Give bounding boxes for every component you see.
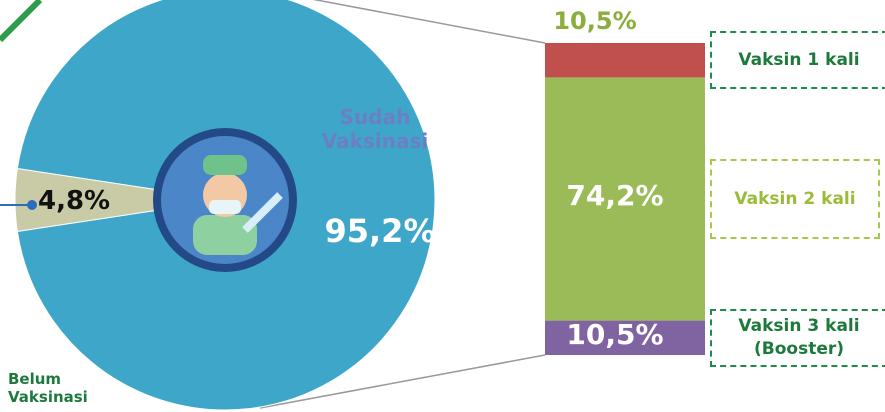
icon-body: [193, 215, 257, 255]
legend-entry: Vaksin 3 kali (Booster): [710, 308, 885, 367]
bar-value-label: 10,5%: [566, 317, 664, 351]
bar-segment: [545, 77, 705, 321]
connector: [312, 0, 546, 44]
corner-decoration: [0, 0, 43, 43]
bar-segment: [545, 43, 705, 78]
bar-value-label: 74,2%: [566, 179, 664, 212]
icon-syringe: [242, 192, 283, 233]
legend-entry: Vaksin 2 kali: [710, 159, 880, 239]
pie-category-label: Belum Vaksinasi: [8, 370, 88, 406]
bar-segment: [545, 320, 705, 355]
icon-mask: [209, 200, 241, 214]
legend-entry: Vaksin 1 kali: [710, 31, 885, 90]
pie-value-label: 95,2%: [324, 212, 436, 250]
connector: [259, 354, 546, 409]
bar-value-label: 10,5%: [553, 7, 637, 35]
label-dot: [27, 200, 37, 210]
pie-category-label: Sudah Vaksinasi: [321, 105, 429, 153]
icon-cap: [203, 155, 247, 175]
pie-value-label: 4,8%: [38, 186, 111, 216]
